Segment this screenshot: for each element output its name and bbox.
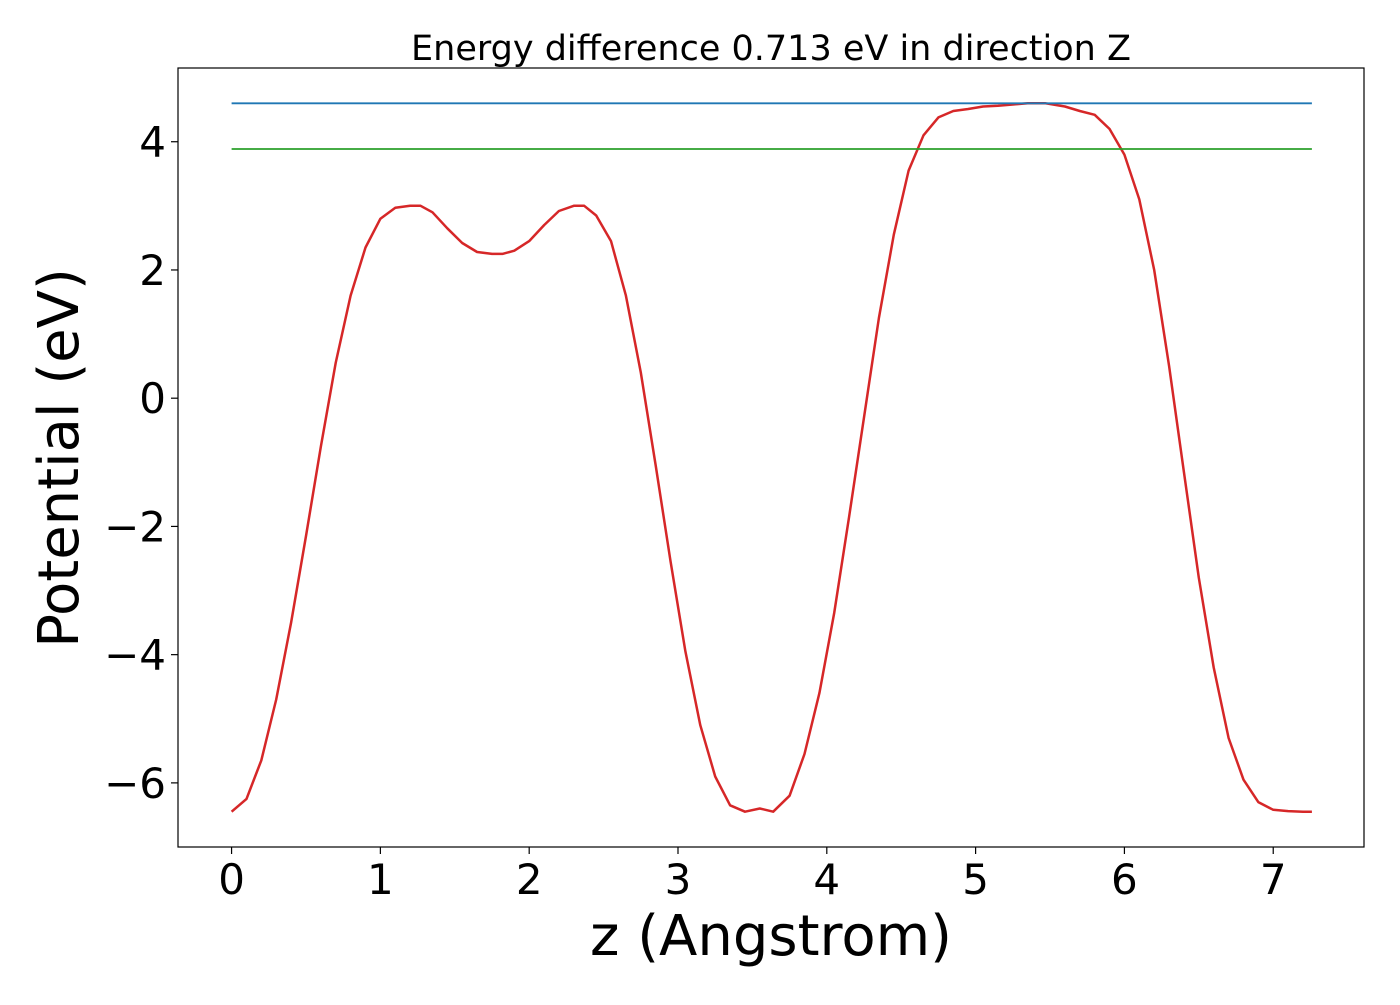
x-axis-ticks: 0 1 2 3 4 5 6 7 [218,847,1287,904]
x-tick-label: 2 [516,855,543,904]
y-tick-label: −2 [104,502,166,551]
chart-title: Energy difference 0.713 eV in direction … [411,29,1131,69]
x-tick-label: 1 [367,855,394,904]
x-tick-label: 0 [218,855,245,904]
plot-layer [230,102,1312,813]
plot-frame [177,67,1365,848]
x-tick-label: 5 [962,855,989,904]
y-tick-label: 2 [139,246,166,295]
y-axis-label: Potential (eV) [27,268,92,648]
y-tick-label: 4 [139,118,166,167]
x-tick-label: 6 [1111,855,1138,904]
y-tick-label: −6 [104,759,166,808]
x-tick-label: 4 [813,855,840,904]
y-axis-ticks: −6 −4 −2 0 2 4 [104,118,178,808]
x-tick-label: 7 [1260,855,1287,904]
x-tick-label: 3 [665,855,692,904]
series-line-1 [230,102,1312,813]
y-tick-label: −4 [104,631,166,680]
x-axis-label: z (Angstrom) [590,904,952,969]
y-tick-label: 0 [139,374,166,423]
